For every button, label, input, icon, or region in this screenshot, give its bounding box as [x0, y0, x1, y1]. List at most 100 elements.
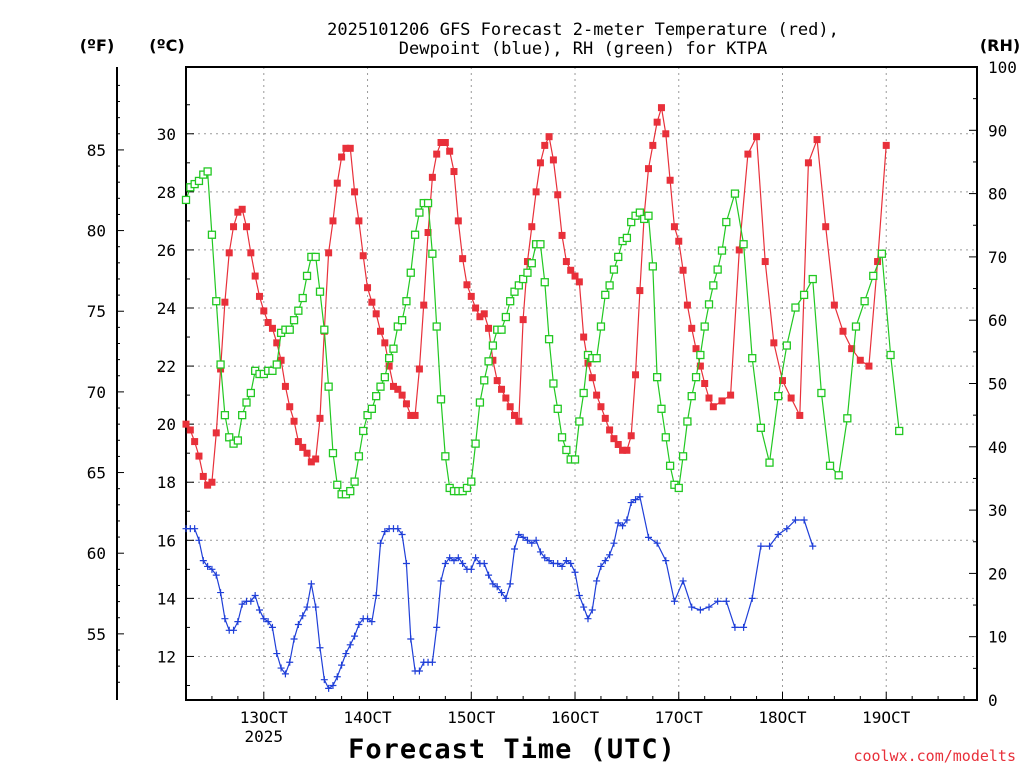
- x-tick-label: 13OCT: [240, 708, 289, 727]
- data-point: [610, 435, 618, 443]
- data-point: [648, 262, 657, 271]
- data-point: [502, 594, 510, 602]
- data-point: [632, 496, 640, 504]
- data-point: [567, 266, 575, 274]
- data-point: [312, 455, 320, 463]
- data-point: [471, 439, 480, 448]
- data-point: [389, 382, 397, 390]
- data-point: [562, 557, 570, 565]
- rh-tick-label: 20: [988, 564, 1007, 583]
- data-point: [441, 138, 449, 146]
- data-point: [727, 391, 735, 399]
- data-point: [601, 414, 609, 422]
- data-point: [518, 274, 528, 284]
- data-point: [753, 133, 761, 141]
- data-point: [597, 403, 605, 411]
- rh-tick-label: 50: [988, 375, 1007, 394]
- data-point: [264, 618, 272, 626]
- data-point: [372, 310, 380, 318]
- rh-tick-label: 0: [988, 691, 998, 710]
- data-point: [839, 327, 847, 335]
- data-point: [234, 618, 242, 626]
- data-point: [225, 249, 233, 257]
- data-point: [286, 658, 294, 666]
- data-point: [264, 319, 272, 327]
- data-point: [488, 341, 498, 350]
- rh-tick-label: 40: [988, 438, 1007, 457]
- data-point: [320, 325, 329, 334]
- data-point: [722, 217, 731, 227]
- source-credit: coolwx.com/modelts: [853, 747, 1016, 765]
- data-point: [696, 606, 704, 614]
- data-point: [596, 322, 606, 331]
- data-point: [311, 252, 320, 262]
- data-point: [731, 623, 739, 631]
- data-point: [636, 287, 644, 295]
- x-axis-title: Forecast Time (UTC): [348, 734, 676, 765]
- data-point: [485, 571, 493, 579]
- data-point: [338, 153, 346, 161]
- data-point: [463, 281, 471, 289]
- data-point: [199, 557, 207, 565]
- data-point: [333, 480, 342, 489]
- data-point: [415, 208, 424, 217]
- data-point: [199, 472, 207, 480]
- data-point: [338, 661, 346, 669]
- data-point: [377, 327, 385, 335]
- data-point: [424, 229, 432, 237]
- data-point: [346, 486, 355, 496]
- data-point: [549, 379, 558, 388]
- data-point: [428, 658, 436, 666]
- data-point: [255, 292, 263, 300]
- data-point: [665, 461, 675, 470]
- data-point: [567, 560, 575, 568]
- data-point: [580, 603, 588, 611]
- data-point: [622, 233, 632, 243]
- data-point: [545, 133, 553, 141]
- data-point: [541, 141, 549, 149]
- data-point: [501, 312, 511, 322]
- data-point: [423, 198, 433, 208]
- data-point: [848, 345, 856, 353]
- data-point: [796, 411, 804, 419]
- data-point: [636, 493, 644, 501]
- data-point: [433, 623, 441, 631]
- data-point: [799, 290, 809, 300]
- data-point: [688, 603, 696, 611]
- data-point: [766, 542, 774, 550]
- data-point: [506, 403, 514, 411]
- plot-frame: [185, 66, 978, 701]
- data-point: [791, 303, 800, 312]
- data-point: [557, 433, 567, 442]
- data-point: [195, 452, 203, 460]
- data-point: [644, 533, 652, 541]
- data-point: [207, 230, 217, 239]
- data-point: [498, 385, 506, 393]
- data-point: [756, 423, 766, 432]
- data-point: [354, 452, 364, 461]
- data-point: [778, 377, 786, 385]
- chart-title-line2: Dewpoint (blue), RH (green) for KTPA: [399, 39, 767, 59]
- fahrenheit-tick-label: 70: [87, 383, 106, 402]
- data-point: [623, 516, 631, 524]
- data-point: [514, 281, 523, 290]
- data-point: [523, 536, 531, 544]
- data-point: [511, 411, 519, 419]
- data-point: [748, 354, 757, 363]
- data-point: [247, 597, 255, 605]
- data-point: [544, 335, 554, 344]
- data-point: [545, 557, 553, 565]
- data-point: [212, 297, 221, 306]
- data-point: [233, 436, 243, 445]
- data-point: [286, 403, 294, 411]
- data-point: [320, 676, 328, 684]
- data-point: [246, 388, 255, 398]
- data-point: [472, 304, 480, 312]
- data-point: [536, 548, 544, 556]
- data-point: [359, 426, 368, 436]
- data-point: [346, 641, 354, 649]
- data-point: [662, 130, 670, 138]
- data-point: [389, 344, 398, 353]
- data-point: [329, 681, 337, 689]
- data-point: [459, 560, 467, 568]
